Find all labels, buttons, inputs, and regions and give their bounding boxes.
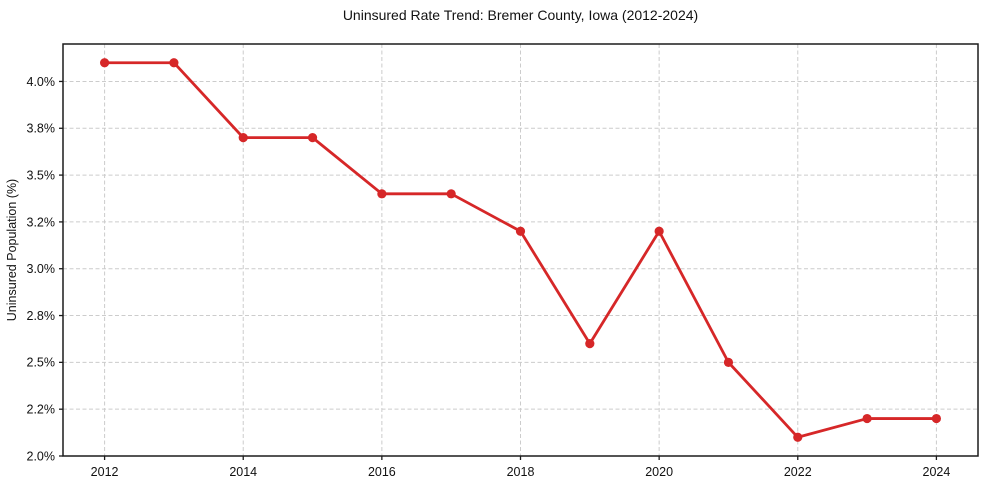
- data-point-2021: [723, 357, 734, 367]
- y-tick-label: 2.0%: [27, 449, 56, 463]
- x-tick-label: 2014: [229, 465, 257, 479]
- y-tick-label: 3.2%: [27, 215, 56, 229]
- data-point-2020: [654, 226, 664, 236]
- data-point-2015: [307, 133, 318, 143]
- y-tick-label: 3.0%: [27, 262, 56, 276]
- x-tick-label: 2016: [368, 465, 396, 479]
- data-point-2018: [515, 226, 526, 236]
- y-axis-label: Uninsured Population (%): [5, 179, 19, 321]
- data-point-2019: [585, 339, 595, 349]
- y-tick-label: 4.0%: [27, 75, 56, 89]
- data-point-2012: [99, 58, 110, 68]
- data-point-2014: [238, 133, 248, 143]
- data-point-2023: [862, 413, 872, 424]
- y-tick-label: 3.5%: [27, 168, 56, 182]
- data-point-2024: [931, 413, 942, 424]
- y-tick-label: 2.2%: [27, 403, 56, 417]
- x-tick-label: 2022: [784, 465, 812, 479]
- data-point-2022: [793, 432, 803, 442]
- x-tick-label: 2018: [507, 465, 535, 479]
- y-tick-label: 2.8%: [27, 309, 56, 323]
- x-tick-label: 2020: [645, 465, 673, 479]
- data-point-2017: [446, 189, 456, 199]
- y-tick-label: 2.5%: [27, 356, 56, 370]
- y-tick-label: 3.8%: [27, 122, 56, 136]
- chart-title: Uninsured Rate Trend: Bremer County, Iow…: [342, 7, 699, 23]
- data-point-2013: [169, 58, 179, 68]
- data-point-2016: [377, 189, 387, 199]
- x-tick-label: 2012: [91, 465, 119, 479]
- x-tick-label: 2024: [923, 465, 951, 479]
